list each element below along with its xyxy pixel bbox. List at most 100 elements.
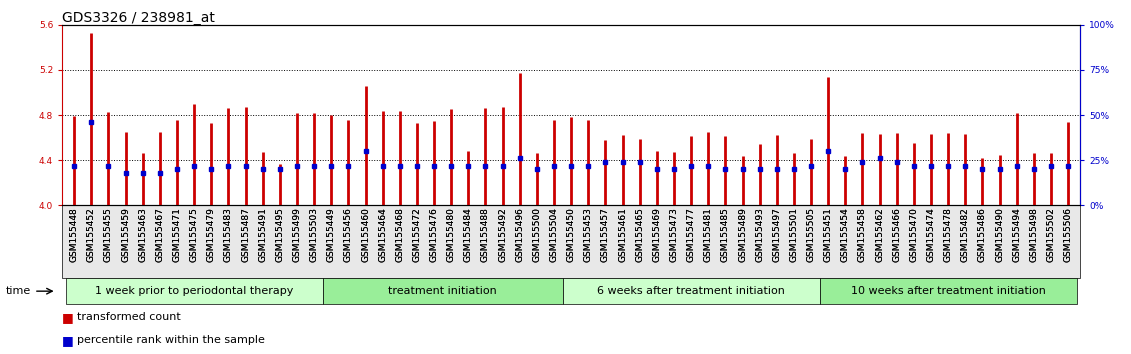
Text: GSM155495: GSM155495 xyxy=(275,207,284,262)
Text: GSM155494: GSM155494 xyxy=(1012,207,1021,262)
Text: GSM155453: GSM155453 xyxy=(584,207,593,262)
Text: GSM155461: GSM155461 xyxy=(618,207,627,262)
Text: GSM155499: GSM155499 xyxy=(293,207,302,262)
Text: GSM155460: GSM155460 xyxy=(361,207,370,262)
Text: GSM155479: GSM155479 xyxy=(207,207,216,262)
Text: GSM155505: GSM155505 xyxy=(806,207,815,262)
Text: GSM155462: GSM155462 xyxy=(875,207,884,262)
Text: GSM155496: GSM155496 xyxy=(516,207,525,262)
Text: GSM155467: GSM155467 xyxy=(155,207,164,262)
Text: GSM155503: GSM155503 xyxy=(310,207,319,262)
Text: GSM155459: GSM155459 xyxy=(121,207,130,262)
Text: GSM155465: GSM155465 xyxy=(636,207,645,262)
Text: GSM155483: GSM155483 xyxy=(224,207,233,262)
Text: GSM155469: GSM155469 xyxy=(653,207,662,262)
Text: GSM155460: GSM155460 xyxy=(361,207,370,262)
Text: GSM155468: GSM155468 xyxy=(396,207,404,262)
Text: GSM155497: GSM155497 xyxy=(772,207,782,262)
Text: GSM155450: GSM155450 xyxy=(567,207,576,262)
Text: GSM155489: GSM155489 xyxy=(739,207,746,262)
Text: GSM155464: GSM155464 xyxy=(378,207,387,262)
Text: GSM155494: GSM155494 xyxy=(1012,207,1021,262)
Text: GSM155455: GSM155455 xyxy=(104,207,113,262)
Text: GSM155484: GSM155484 xyxy=(464,207,473,262)
Text: GSM155453: GSM155453 xyxy=(584,207,593,262)
Text: GSM155499: GSM155499 xyxy=(293,207,302,262)
Text: GSM155466: GSM155466 xyxy=(892,207,901,262)
Text: treatment initiation: treatment initiation xyxy=(388,286,497,296)
Text: GSM155481: GSM155481 xyxy=(703,207,713,262)
Text: GSM155480: GSM155480 xyxy=(447,207,456,262)
Text: GSM155452: GSM155452 xyxy=(87,207,96,262)
Text: GSM155504: GSM155504 xyxy=(550,207,559,262)
Text: GSM155471: GSM155471 xyxy=(173,207,181,262)
Text: GSM155484: GSM155484 xyxy=(464,207,473,262)
Text: GSM155477: GSM155477 xyxy=(687,207,696,262)
Text: GSM155493: GSM155493 xyxy=(756,207,765,262)
Text: GSM155487: GSM155487 xyxy=(241,207,250,262)
Text: GSM155496: GSM155496 xyxy=(516,207,525,262)
Text: GSM155461: GSM155461 xyxy=(618,207,627,262)
Text: GSM155467: GSM155467 xyxy=(155,207,164,262)
Text: GSM155481: GSM155481 xyxy=(703,207,713,262)
Text: GSM155488: GSM155488 xyxy=(481,207,490,262)
Text: 6 weeks after treatment initiation: 6 weeks after treatment initiation xyxy=(597,286,785,296)
Text: GSM155498: GSM155498 xyxy=(1029,207,1038,262)
Text: 10 weeks after treatment initiation: 10 weeks after treatment initiation xyxy=(851,286,1045,296)
Text: GSM155458: GSM155458 xyxy=(858,207,867,262)
Text: GSM155491: GSM155491 xyxy=(258,207,267,262)
Text: GSM155452: GSM155452 xyxy=(87,207,96,262)
Text: GSM155454: GSM155454 xyxy=(840,207,849,262)
Text: GSM155486: GSM155486 xyxy=(978,207,987,262)
Text: GSM155480: GSM155480 xyxy=(447,207,456,262)
Text: GSM155502: GSM155502 xyxy=(1046,207,1055,262)
Text: GSM155486: GSM155486 xyxy=(978,207,987,262)
Text: GSM155502: GSM155502 xyxy=(1046,207,1055,262)
Text: 1 week prior to periodontal therapy: 1 week prior to periodontal therapy xyxy=(95,286,293,296)
Text: GSM155475: GSM155475 xyxy=(190,207,199,262)
Text: GSM155489: GSM155489 xyxy=(739,207,746,262)
Text: GSM155488: GSM155488 xyxy=(481,207,490,262)
Text: GSM155451: GSM155451 xyxy=(823,207,832,262)
Text: GSM155472: GSM155472 xyxy=(413,207,422,262)
Text: GSM155501: GSM155501 xyxy=(789,207,798,262)
Text: GSM155475: GSM155475 xyxy=(190,207,199,262)
Text: GSM155500: GSM155500 xyxy=(533,207,542,262)
Text: GSM155457: GSM155457 xyxy=(601,207,610,262)
Text: GSM155456: GSM155456 xyxy=(344,207,353,262)
Text: GSM155495: GSM155495 xyxy=(275,207,284,262)
Text: GSM155466: GSM155466 xyxy=(892,207,901,262)
Text: GDS3326 / 238981_at: GDS3326 / 238981_at xyxy=(62,11,215,25)
Text: GSM155470: GSM155470 xyxy=(909,207,918,262)
Text: GSM155455: GSM155455 xyxy=(104,207,113,262)
Text: GSM155482: GSM155482 xyxy=(961,207,969,262)
Text: GSM155476: GSM155476 xyxy=(430,207,439,262)
Text: GSM155485: GSM155485 xyxy=(720,207,729,262)
Text: GSM155457: GSM155457 xyxy=(601,207,610,262)
Text: GSM155458: GSM155458 xyxy=(858,207,867,262)
Text: GSM155474: GSM155474 xyxy=(926,207,935,262)
Text: GSM155472: GSM155472 xyxy=(413,207,422,262)
Text: GSM155448: GSM155448 xyxy=(70,207,79,262)
Text: GSM155492: GSM155492 xyxy=(498,207,507,262)
Text: GSM155456: GSM155456 xyxy=(344,207,353,262)
Text: GSM155473: GSM155473 xyxy=(670,207,679,262)
Text: GSM155473: GSM155473 xyxy=(670,207,679,262)
Text: GSM155487: GSM155487 xyxy=(241,207,250,262)
Text: GSM155493: GSM155493 xyxy=(756,207,765,262)
Text: percentile rank within the sample: percentile rank within the sample xyxy=(77,335,265,344)
Text: GSM155465: GSM155465 xyxy=(636,207,645,262)
Text: GSM155454: GSM155454 xyxy=(840,207,849,262)
Text: GSM155476: GSM155476 xyxy=(430,207,439,262)
Text: GSM155506: GSM155506 xyxy=(1063,207,1072,262)
Text: GSM155464: GSM155464 xyxy=(378,207,387,262)
Text: GSM155506: GSM155506 xyxy=(1063,207,1072,262)
Text: GSM155450: GSM155450 xyxy=(567,207,576,262)
Text: GSM155469: GSM155469 xyxy=(653,207,662,262)
Text: GSM155505: GSM155505 xyxy=(806,207,815,262)
Text: GSM155451: GSM155451 xyxy=(823,207,832,262)
Text: GSM155500: GSM155500 xyxy=(533,207,542,262)
Text: GSM155478: GSM155478 xyxy=(943,207,952,262)
Text: ■: ■ xyxy=(62,312,74,325)
Text: GSM155462: GSM155462 xyxy=(875,207,884,262)
